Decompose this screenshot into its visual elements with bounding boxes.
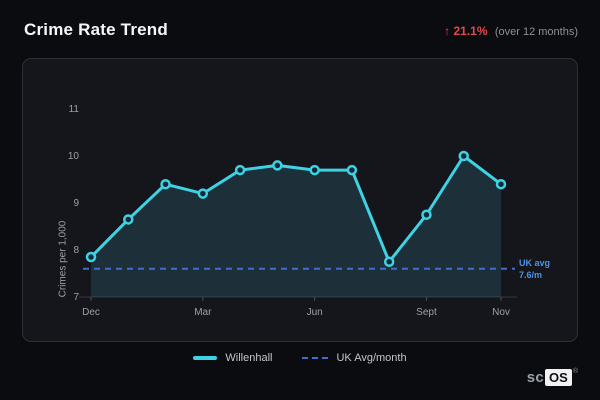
- line-swatch-icon: [193, 356, 218, 360]
- logo-box: OS: [545, 369, 572, 386]
- svg-text:Dec: Dec: [82, 307, 100, 318]
- change-note: (over 12 months): [494, 26, 578, 38]
- svg-text:Jun: Jun: [307, 307, 323, 318]
- svg-text:Mar: Mar: [194, 307, 212, 318]
- scos-logo: sc OS ®: [526, 368, 578, 386]
- page-title: Crime Rate Trend: [24, 20, 168, 39]
- change-value: 21.1%: [453, 24, 488, 38]
- svg-text:10: 10: [68, 151, 80, 162]
- legend-label: UK Avg/month: [336, 352, 407, 364]
- svg-text:7.6/m: 7.6/m: [519, 270, 542, 280]
- chart-legend: Willenhall UK Avg/month: [0, 352, 600, 364]
- legend-item-willenhall[interactable]: Willenhall: [193, 352, 272, 364]
- legend-label: Willenhall: [225, 352, 273, 364]
- dashed-line-swatch-icon: [302, 357, 329, 359]
- chart-card: Crimes per 1,000 7 8 9 10 11 Dec Mar Jun Sept Nov…: [22, 58, 578, 342]
- svg-text:Nov: Nov: [492, 307, 510, 318]
- crime-trend-line-chart[interactable]: 7 8 9 10 11 Dec Mar Jun Sept Nov UK avg 7.6/m: [49, 77, 569, 327]
- svg-text:7: 7: [73, 292, 79, 303]
- svg-text:Sept: Sept: [416, 307, 437, 318]
- change-stat: ↑ 21.1% (over 12 months): [444, 24, 578, 38]
- chart-area[interactable]: 7 8 9 10 11 Dec Mar Jun Sept Nov UK avg 7.6/m: [49, 77, 569, 327]
- up-arrow-icon: ↑: [444, 24, 451, 38]
- page-header: Crime Rate Trend ↑ 21.1% (over 12 months…: [24, 20, 578, 40]
- svg-text:8: 8: [73, 245, 79, 256]
- logo-prefix: sc: [526, 369, 545, 386]
- legend-item-uk-avg[interactable]: UK Avg/month: [302, 352, 407, 364]
- svg-text:9: 9: [73, 198, 79, 209]
- registered-mark: ®: [572, 368, 578, 375]
- svg-text:11: 11: [69, 104, 80, 115]
- svg-text:UK avg: UK avg: [519, 258, 550, 268]
